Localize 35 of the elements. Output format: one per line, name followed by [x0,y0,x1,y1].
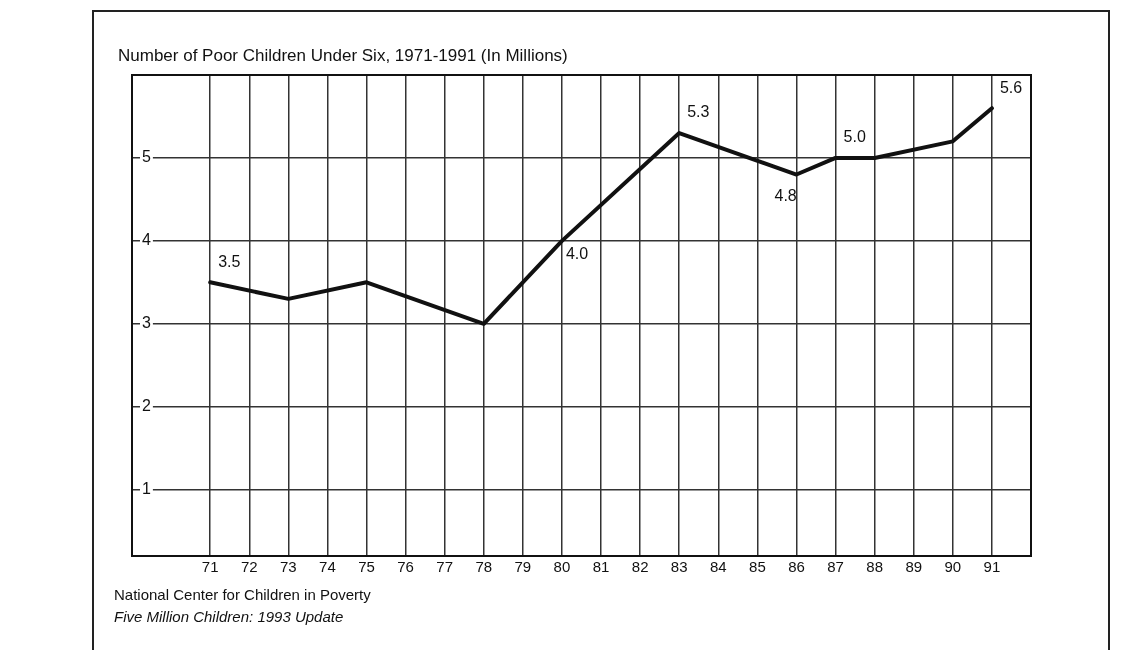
x-tick-label: 78 [475,558,493,576]
text: Five Million Children: 1993 Update [114,608,344,625]
data-label: 4.8 [774,186,797,204]
x-tick-label: 82 [631,558,649,576]
x-tick-label: 77 [436,558,454,576]
data-label: 5.3 [687,103,710,121]
x-tick-label: 87 [827,558,844,576]
x-tick-label: 88 [866,558,883,576]
data-label: 4.0 [565,245,589,263]
x-tick-label: 85 [749,558,766,576]
chart-title: Number of Poor Children Under Six, 1971-1991 (In Millions) [118,46,568,66]
x-tick-label: 83 [670,558,688,576]
x-tick-label: 71 [201,558,219,576]
data-label: 5.6 [999,78,1023,96]
x-tick-label: 79 [514,558,532,576]
x-tick-label: 76 [397,558,414,576]
y-tick-label: 3 [142,314,151,332]
y-tick-label: 4 [142,231,151,249]
x-tick-label: 81 [592,558,610,576]
text: National Center for Children in Poverty [114,586,371,603]
y-tick-label: 5 [142,148,151,166]
x-tick-label: 89 [905,558,923,576]
y-tick-label: 1 [142,480,151,498]
x-tick-label: 72 [240,558,258,576]
y-tick-label: 2 [142,397,151,415]
x-tick-label: 91 [983,558,1001,576]
x-tick-label: 74 [319,558,336,576]
data-label: 3.5 [218,252,241,270]
data-label: 5.0 [843,128,866,146]
x-tick-label: 90 [944,558,962,576]
x-tick-label: 75 [358,558,375,576]
x-tick-label: 84 [709,558,727,576]
x-tick-label: 73 [280,558,297,576]
x-tick-label: 86 [788,558,805,576]
x-tick-label: 80 [553,558,571,576]
